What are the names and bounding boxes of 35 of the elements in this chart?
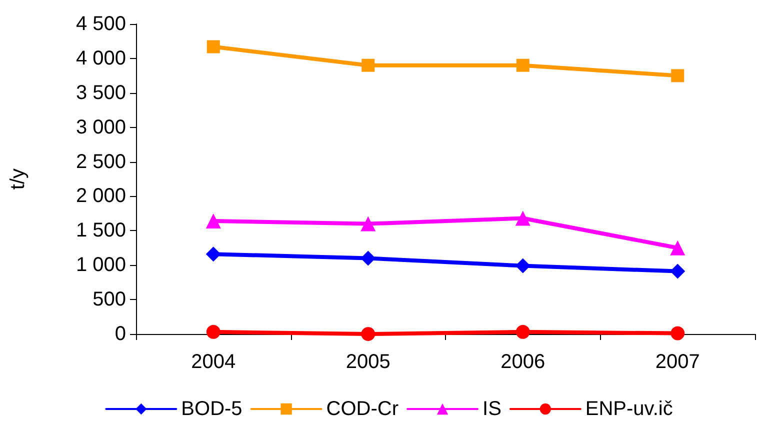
y-tick-label: 3 500 xyxy=(76,82,126,104)
point xyxy=(360,250,376,266)
point xyxy=(361,327,376,341)
point xyxy=(206,246,221,262)
y-tick-label: 500 xyxy=(92,288,126,311)
y-tick-label: 4 000 xyxy=(76,47,126,70)
point xyxy=(360,216,376,232)
x-tick-label: 2006 xyxy=(500,351,546,373)
y-tick-label: 0 xyxy=(114,323,126,345)
y-tick-label: 3 000 xyxy=(76,116,126,138)
point xyxy=(516,324,530,339)
point xyxy=(671,69,684,82)
legend-label: IS xyxy=(482,398,502,420)
y-tick-label: 1 500 xyxy=(76,220,126,242)
point xyxy=(515,210,530,226)
y-tick-label: 4 500 xyxy=(76,13,126,35)
point xyxy=(206,40,220,54)
y-tick-label: 1 000 xyxy=(76,254,126,276)
legend-label: COD-Cr xyxy=(326,398,399,420)
legend-label: BOD-5 xyxy=(181,398,242,420)
x-tick-label: 2005 xyxy=(346,351,390,373)
y-axis-title: t/y xyxy=(7,168,29,190)
x-tick-label: 2007 xyxy=(655,351,700,373)
point xyxy=(670,326,685,340)
point xyxy=(206,324,220,339)
point xyxy=(206,214,221,229)
point xyxy=(516,58,530,72)
point xyxy=(670,264,686,279)
y-tick-label: 2 000 xyxy=(76,185,126,208)
point xyxy=(515,258,530,274)
x-tick-label: 2004 xyxy=(191,351,236,373)
y-tick-label: 2 500 xyxy=(76,150,126,173)
legend-label: ENP-uv.ič xyxy=(585,398,673,420)
point xyxy=(362,58,375,72)
point xyxy=(670,240,686,256)
